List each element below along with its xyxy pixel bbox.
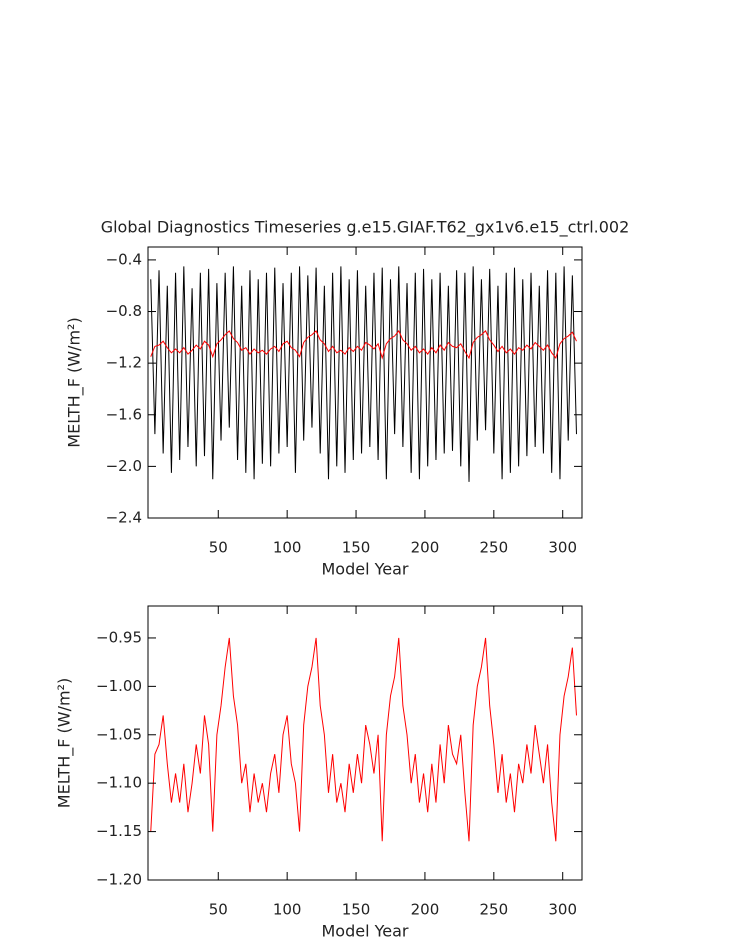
x-axis-label: Model Year <box>322 922 409 941</box>
y-tick-label: −0.8 <box>106 302 142 320</box>
y-tick-label: −0.95 <box>96 628 142 646</box>
x-tick-label: 200 <box>411 539 440 557</box>
x-tick-label: 250 <box>480 539 509 557</box>
data-line <box>150 266 577 482</box>
x-tick-label: 100 <box>273 539 302 557</box>
plot-frame <box>147 246 583 519</box>
x-tick-label: 100 <box>273 901 302 919</box>
y-tick-label: −1.00 <box>96 677 142 695</box>
x-tick-label: 50 <box>209 901 228 919</box>
y-tick-label: −1.10 <box>96 774 142 792</box>
x-tick-label: 300 <box>548 539 577 557</box>
chart-title: Global Diagnostics Timeseries g.e15.GIAF… <box>101 218 630 238</box>
x-tick-label: 150 <box>342 901 371 919</box>
data-line <box>150 329 577 360</box>
y-tick-label: −0.4 <box>106 250 142 268</box>
y-tick-label: −1.2 <box>106 354 142 372</box>
x-tick-label: 200 <box>411 901 440 919</box>
x-tick-label: 50 <box>209 539 228 557</box>
y-tick-label: −2.4 <box>106 509 142 527</box>
y-tick-label: −1.05 <box>96 725 142 743</box>
x-tick-label: 300 <box>548 901 577 919</box>
y-tick-label: −1.15 <box>96 822 142 840</box>
x-tick-label: 250 <box>480 901 509 919</box>
y-axis-label: MELTH_F (W/m²) <box>55 678 75 808</box>
x-axis-label: Model Year <box>322 560 409 579</box>
x-tick-label: 150 <box>342 539 371 557</box>
y-tick-label: −1.6 <box>106 405 142 423</box>
y-axis-label: MELTH_F (W/m²) <box>65 317 85 447</box>
data-line <box>150 637 577 842</box>
plot-frame <box>147 605 583 881</box>
y-tick-label: −2.0 <box>106 457 142 475</box>
y-tick-label: −1.20 <box>96 871 142 889</box>
